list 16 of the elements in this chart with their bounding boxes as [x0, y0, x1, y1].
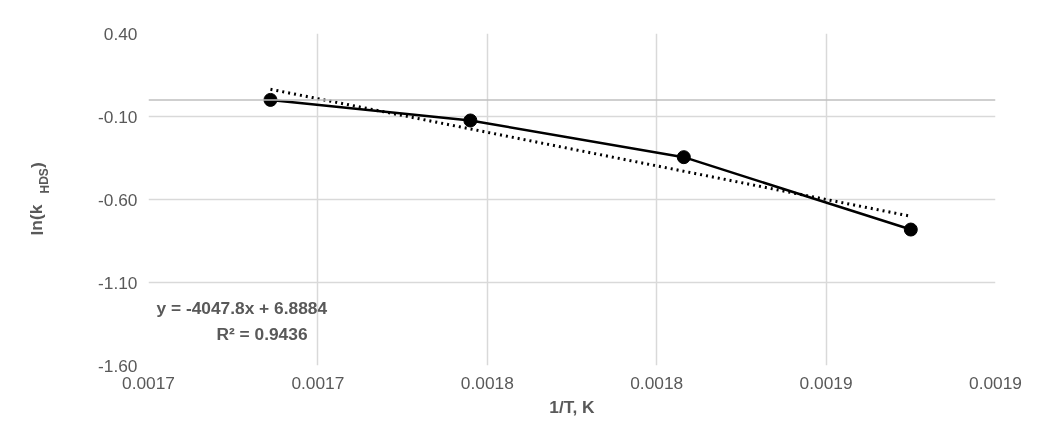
- point: [676, 150, 691, 165]
- y-tick-label: -0.10: [98, 106, 138, 127]
- y-tick-label: 0.40: [103, 23, 138, 44]
- x-axis-title: 1/T, K: [549, 396, 596, 417]
- y-tick-label: -1.10: [98, 272, 138, 293]
- y-tick-label: -0.60: [98, 189, 138, 210]
- annotation: R² = 0.9436: [216, 323, 308, 344]
- x-tick-label: 0.0018: [460, 372, 514, 393]
- annotation: y = -4047.8x + 6.8884: [156, 297, 328, 318]
- x-tick-label: 0.0017: [291, 372, 345, 393]
- x-tick-label: 0.0019: [969, 372, 1022, 393]
- point: [903, 222, 918, 237]
- x-tick-label: 0.0018: [630, 372, 684, 393]
- y-axis-title: ln(kHDS): [26, 162, 52, 236]
- x-tick-label: 0.0019: [799, 372, 853, 393]
- point: [463, 113, 478, 128]
